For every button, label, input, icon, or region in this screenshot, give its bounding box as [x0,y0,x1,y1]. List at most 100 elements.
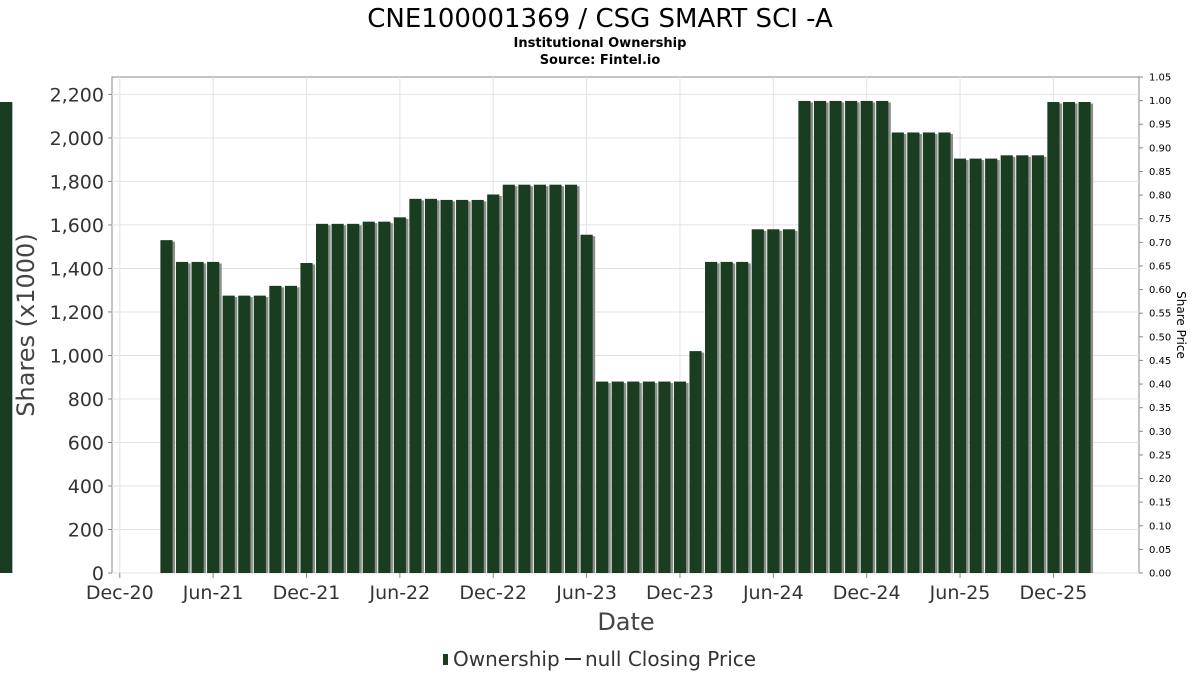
ownership-bar [689,351,702,573]
y2-tick-label: 0.80 [1149,191,1171,202]
y2-tick-label: 1.05 [1149,73,1171,84]
ownership-bar [471,199,484,573]
x-axis-title: Date [597,608,654,636]
y2-axis-ticks: 0.00 0.05 0.10 0.15 0.20 0.25 0.30 0.35 0.40 0.45… [1139,73,1171,580]
y-axis-title: Shares (x1000) [12,233,40,416]
ownership-bar [207,261,220,573]
legend: Ownership null Closing Price [443,647,756,671]
x-tick-label: Dec-24 [833,582,901,604]
y2-tick-label: 0.35 [1149,403,1171,414]
ownership-bar [424,198,438,573]
ownership-bar [1016,155,1029,573]
y2-tick-label: 0.85 [1149,167,1171,178]
ownership-bar [362,221,375,573]
y-tick-label: 0 [92,563,104,585]
ownership-bar [393,217,406,573]
y-tick-label: 1,200 [50,302,104,324]
ownership-bar [860,100,873,574]
y2-tick-label: 0.55 [1149,309,1171,320]
y-axis-ticks: 0 200 400 600 800 1,000 1,200 1,400 1,600 1,800 2,… [50,84,112,585]
ownership-bar [891,132,904,573]
y2-tick-label: 0.30 [1149,427,1171,438]
y2-tick-label: 0.15 [1149,498,1171,509]
ownership-bar [782,229,795,573]
y-tick-label: 800 [68,389,104,411]
ownership-bar [907,132,920,573]
chart-subtitle: Institutional Ownership [514,36,687,51]
ownership-bar [409,198,422,573]
y-tick-label: 1,800 [50,171,104,193]
ownership-bar [876,100,889,574]
legend-ownership-swatch [443,654,448,665]
x-tick-label: Jun-23 [555,582,617,604]
x-tick-label: Jun-22 [369,582,431,604]
ownership-bar [580,234,593,573]
y-tick-label: 1,000 [50,345,104,367]
y2-tick-label: 0.95 [1149,120,1171,131]
ownership-bar [1031,155,1044,573]
ownership-bar [253,295,266,573]
y2-tick-label: 0.45 [1149,356,1171,367]
x-tick-label: Dec-21 [273,582,341,604]
ownership-bar [736,261,749,573]
ownership-bar [160,240,173,573]
y2-axis-title: Share Price [1174,291,1188,359]
ownership-bar [269,285,282,573]
y2-tick-label: 0.50 [1149,332,1171,343]
y2-tick-label: 0.20 [1149,474,1171,485]
ownership-bar [1062,102,1076,573]
ownership-bar [845,100,858,574]
ownership-bar [953,158,967,573]
ownership-bar [767,229,780,573]
ownership-bar [1078,102,1091,573]
ownership-bar [549,184,562,573]
x-tick-label: Dec-25 [1020,582,1088,604]
x-tick-label: Jun-25 [929,582,991,604]
x-tick-label: Dec-20 [86,582,154,604]
y2-tick-label: 0.90 [1149,143,1171,154]
y2-tick-label: 0.60 [1149,285,1171,296]
ownership-bar [175,261,189,573]
y2-tick-label: 0.10 [1149,521,1171,532]
ownership-bar [456,199,469,573]
y2-tick-label: 0.25 [1149,450,1171,461]
ownership-bar [642,381,655,573]
ownership-bar [533,184,546,573]
ownership-bar [611,381,624,573]
ownership-bar [378,221,391,573]
x-axis-ticks: Dec-20 Jun-21 Dec-21 Jun-22 Dec-22 Jun-23 Dec-… [86,573,1087,604]
legend-ownership-label: Ownership [453,647,560,671]
y-tick-label: 1,600 [50,215,104,237]
ownership-bar [922,132,936,573]
y2-tick-label: 0.00 [1149,569,1171,580]
ownership-bar [518,184,531,573]
chart-source: Source: Fintel.io [540,53,661,68]
ownership-bar [315,223,329,573]
y-tick-label: 400 [68,476,104,498]
y-tick-label: 200 [68,519,104,541]
y2-tick-label: 0.65 [1149,261,1171,272]
y-tick-label: 2,000 [50,128,104,150]
ownership-bar [673,381,687,573]
chart-title: CNE100001369 / CSG SMART SCI -A [367,4,833,34]
ownership-bar [502,184,515,573]
ownership-bar [985,158,998,573]
y2-tick-label: 0.75 [1149,214,1171,225]
ownership-bar [798,100,811,574]
ownership-bar [829,100,842,574]
ownership-bar [1047,102,1060,573]
ownership-bar [300,263,313,573]
y-tick-label: 600 [68,432,104,454]
y-tick-label: 1,400 [50,258,104,280]
ownership-bar [938,132,951,573]
y2-tick-label: 0.70 [1149,238,1171,249]
ownership-bar [238,295,251,573]
ownership-bar [284,285,298,573]
x-tick-label: Dec-22 [459,582,527,604]
y-tick-label: 2,200 [50,84,104,106]
ownership-bar [1000,155,1013,573]
ownership-bar [969,158,982,573]
x-tick-label: Jun-24 [742,582,804,604]
ownership-bar [705,261,718,573]
